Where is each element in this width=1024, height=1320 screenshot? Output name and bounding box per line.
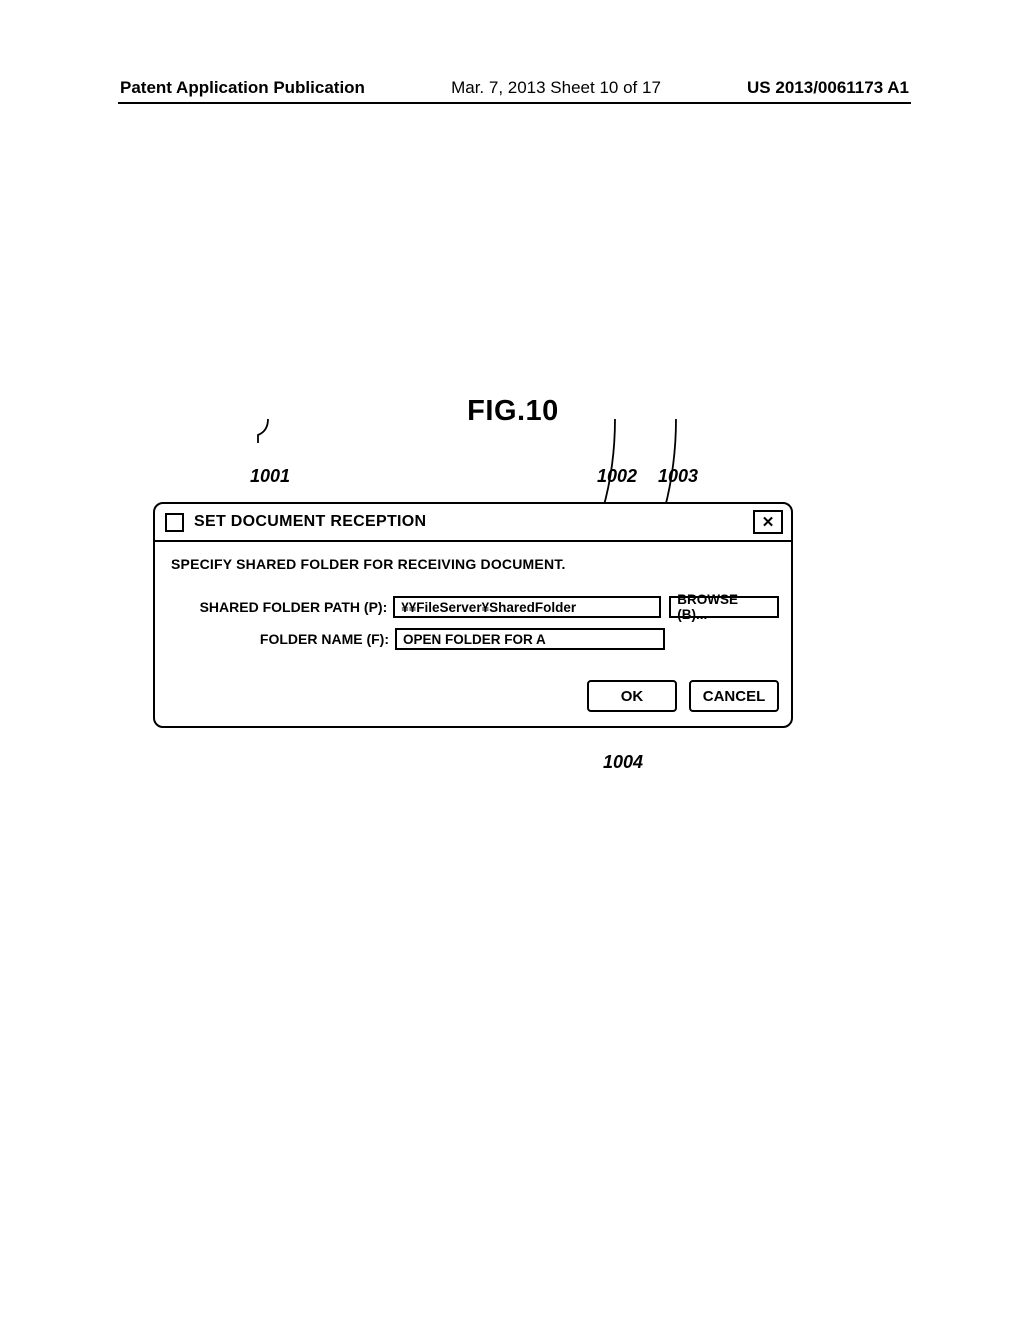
ref-1003: 1003 [658, 466, 698, 487]
page-header: Patent Application Publication Mar. 7, 2… [0, 78, 1024, 98]
system-menu-icon[interactable] [165, 513, 184, 532]
ref-1002: 1002 [597, 466, 637, 487]
dialog-set-document-reception: SET DOCUMENT RECEPTION ✕ SPECIFY SHARED … [153, 502, 793, 728]
input-shared-folder-path[interactable]: ¥¥FileServer¥SharedFolder [393, 596, 661, 618]
top-reference-row: 1001 1002 1003 [118, 466, 908, 502]
ref-1001: 1001 [250, 466, 290, 487]
label-shared-folder-path: SHARED FOLDER PATH (P): [171, 599, 393, 615]
ok-button[interactable]: OK [587, 680, 677, 712]
bottom-reference-row: 1004 [118, 728, 908, 778]
dialog-button-row: OK CANCEL [171, 680, 779, 712]
label-folder-name: FOLDER NAME (F): [171, 631, 395, 647]
close-button[interactable]: ✕ [753, 510, 783, 534]
dialog-titlebar: SET DOCUMENT RECEPTION ✕ [155, 504, 791, 542]
figure-title: FIG.10 [118, 395, 908, 428]
header-rule [118, 102, 911, 104]
browse-button[interactable]: BROWSE (B)... [669, 596, 779, 618]
header-publication: Patent Application Publication [120, 78, 365, 98]
header-docnum: US 2013/0061173 A1 [747, 78, 909, 98]
dialog-title: SET DOCUMENT RECEPTION [194, 513, 426, 531]
row-folder-name: FOLDER NAME (F): OPEN FOLDER FOR A [171, 628, 779, 650]
header-date-sheet: Mar. 7, 2013 Sheet 10 of 17 [451, 78, 661, 98]
dialog-body: SPECIFY SHARED FOLDER FOR RECEIVING DOCU… [155, 542, 791, 726]
cancel-button[interactable]: CANCEL [689, 680, 779, 712]
input-folder-name[interactable]: OPEN FOLDER FOR A [395, 628, 665, 650]
figure-area: FIG.10 1001 1002 1003 SET DOCUMENT RECEP… [118, 395, 908, 778]
instruction-text: SPECIFY SHARED FOLDER FOR RECEIVING DOCU… [171, 556, 779, 572]
ref-1004: 1004 [603, 752, 643, 773]
row-shared-folder-path: SHARED FOLDER PATH (P): ¥¥FileServer¥Sha… [171, 596, 779, 618]
